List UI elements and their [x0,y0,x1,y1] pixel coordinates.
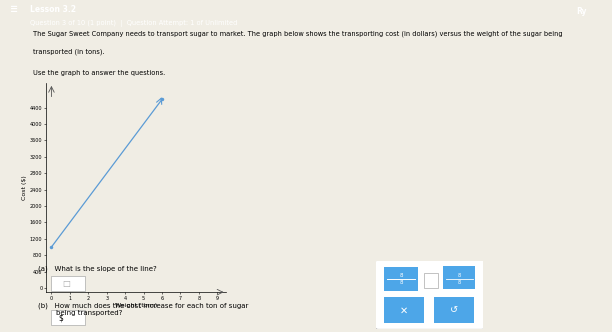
FancyBboxPatch shape [51,310,85,325]
Bar [384,297,424,323]
Text: ✕: ✕ [400,305,408,315]
Text: ↺: ↺ [450,305,458,315]
Text: (a)   What is the slope of the line?: (a) What is the slope of the line? [38,265,157,272]
Text: 8: 8 [457,280,460,285]
Text: Ry: Ry [576,7,587,16]
Bar [424,273,439,288]
Text: 8: 8 [399,273,403,278]
Bar [435,297,474,323]
Text: 8: 8 [399,280,403,285]
Text: □: □ [62,279,70,288]
Text: $: $ [58,313,63,322]
FancyBboxPatch shape [375,260,485,329]
Text: The Sugar Sweet Company needs to transport sugar to market. The graph below show: The Sugar Sweet Company needs to transpo… [34,31,563,37]
Text: Lesson 3.2: Lesson 3.2 [31,5,76,14]
X-axis label: Weight (tons): Weight (tons) [115,303,157,308]
Y-axis label: Cost ($): Cost ($) [22,175,27,200]
Text: Use the graph to answer the questions.: Use the graph to answer the questions. [34,70,166,76]
FancyBboxPatch shape [51,276,85,291]
Text: transported (in tons).: transported (in tons). [34,49,105,55]
Bar [443,266,475,289]
Text: Question 3 of 10 (1 point)  |  Question Attempt: 1 of Unlimited: Question 3 of 10 (1 point) | Question At… [31,20,238,27]
Text: (b)   How much does the cost increase for each ton of sugar
        being transp: (b) How much does the cost increase for … [38,303,248,316]
Bar [384,268,418,290]
Text: 8: 8 [457,274,460,279]
Text: ≡: ≡ [10,4,18,14]
